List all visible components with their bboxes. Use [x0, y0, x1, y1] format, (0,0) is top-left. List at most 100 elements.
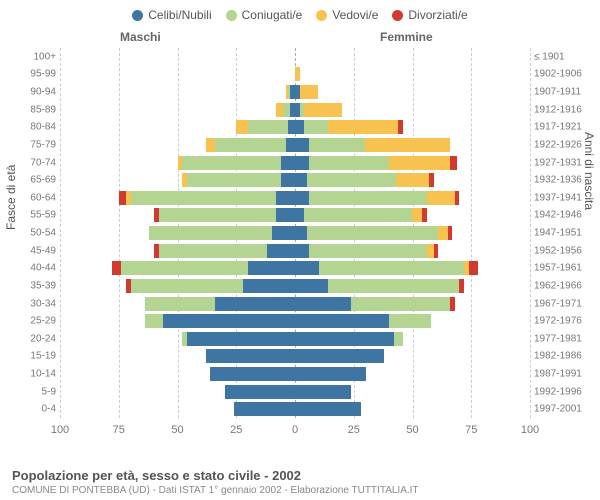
pyramid-row: 45-491952-1956 [60, 242, 530, 260]
birth-label: 1982-1986 [534, 351, 592, 362]
age-label: 85-89 [12, 104, 56, 115]
bar-male [206, 349, 295, 363]
bar-segment-single [281, 173, 295, 187]
bar-female [295, 120, 403, 134]
pyramid-row: 80-841917-1921 [60, 119, 530, 137]
bar-segment-widowed [389, 156, 450, 170]
age-label: 25-29 [12, 316, 56, 327]
bar-male [149, 226, 295, 240]
x-tick-label: 25 [230, 424, 242, 436]
bar-female [295, 67, 300, 81]
age-label: 15-19 [12, 351, 56, 362]
pyramid-rows: 100+≤ 190195-991902-190690-941907-191185… [60, 48, 530, 418]
bar-segment-single [295, 244, 309, 258]
bar-segment-widowed [412, 208, 421, 222]
pyramid-row: 40-441957-1961 [60, 260, 530, 278]
bar-segment-married [145, 297, 216, 311]
birth-label: 1942-1946 [534, 210, 592, 221]
bar-female [295, 349, 384, 363]
bar-female [295, 332, 403, 346]
age-label: 5-9 [12, 386, 56, 397]
bar-segment-single [276, 191, 295, 205]
bar-segment-divorced [119, 191, 126, 205]
bar-segment-widowed [328, 120, 399, 134]
bar-female [295, 367, 366, 381]
birth-label: 1997-2001 [534, 404, 592, 415]
bar-segment-single [295, 226, 307, 240]
bar-segment-single [295, 156, 309, 170]
age-label: 10-14 [12, 369, 56, 380]
x-tick-label: 25 [348, 424, 360, 436]
bar-female [295, 208, 427, 222]
birth-label: 1902-1906 [534, 69, 592, 80]
bar-segment-single [225, 385, 296, 399]
chart-subtitle: COMUNE DI PONTEBBA (UD) - Dati ISTAT 1° … [12, 485, 588, 496]
bar-segment-married [309, 156, 389, 170]
chart-title: Popolazione per età, sesso e stato civil… [12, 468, 588, 483]
bar-segment-single [272, 226, 296, 240]
birth-label: 1987-1991 [534, 369, 592, 380]
bar-segment-divorced [450, 297, 455, 311]
bar-segment-single [286, 138, 295, 152]
birth-label: 1972-1976 [534, 316, 592, 327]
bar-male [234, 402, 295, 416]
bar-segment-divorced [469, 261, 478, 275]
pyramid-row: 75-791922-1926 [60, 136, 530, 154]
bar-segment-widowed [427, 191, 455, 205]
gender-female-label: Femmine [380, 30, 433, 44]
age-label: 50-54 [12, 228, 56, 239]
bar-segment-single [267, 244, 295, 258]
bar-segment-single [295, 191, 309, 205]
bar-segment-single [295, 385, 351, 399]
legend-label: Divorziati/e [408, 8, 467, 22]
x-tick-label: 100 [51, 424, 69, 436]
bar-segment-single [206, 349, 295, 363]
bar-segment-married [187, 173, 281, 187]
bar-segment-widowed [304, 103, 342, 117]
age-label: 35-39 [12, 280, 56, 291]
legend-swatch [392, 10, 403, 21]
x-tick-label: 0 [292, 424, 298, 436]
bar-segment-single [295, 279, 328, 293]
bar-segment-single [281, 156, 295, 170]
x-tick-label: 75 [113, 424, 125, 436]
legend-swatch [132, 10, 143, 21]
bar-segment-widowed [206, 138, 215, 152]
bar-segment-married [309, 191, 427, 205]
bar-segment-married [121, 261, 248, 275]
bar-female [295, 244, 438, 258]
bar-male [119, 191, 295, 205]
bar-segment-married [131, 279, 244, 293]
bar-male [182, 173, 295, 187]
bar-male [145, 297, 295, 311]
bar-segment-single [234, 402, 295, 416]
bar-segment-married [319, 261, 465, 275]
bar-segment-single [295, 120, 304, 134]
bar-segment-married [149, 226, 271, 240]
bar-segment-married [351, 297, 450, 311]
bar-segment-single [248, 261, 295, 275]
x-axis: 1007550250255075100 [60, 418, 530, 436]
x-tick-label: 50 [171, 424, 183, 436]
bar-segment-married [309, 244, 427, 258]
bar-segment-married [159, 208, 277, 222]
pyramid-row: 95-991902-1906 [60, 66, 530, 84]
bar-segment-divorced [422, 208, 427, 222]
birth-label: 1917-1921 [534, 122, 592, 133]
bar-segment-single [187, 332, 295, 346]
birth-label: 1932-1936 [534, 175, 592, 186]
chart-container: Celibi/NubiliConiugati/eVedovi/eDivorzia… [0, 0, 600, 500]
bar-male [286, 85, 295, 99]
bar-segment-divorced [398, 120, 403, 134]
bar-male [145, 314, 295, 328]
birth-label: ≤ 1901 [534, 51, 592, 62]
bar-segment-single [295, 173, 307, 187]
bar-male [182, 332, 295, 346]
bar-segment-single [163, 314, 295, 328]
bar-female [295, 138, 450, 152]
birth-label: 1912-1916 [534, 104, 592, 115]
birth-label: 1977-1981 [534, 333, 592, 344]
age-label: 65-69 [12, 175, 56, 186]
bar-segment-married [248, 120, 288, 134]
bar-segment-divorced [450, 156, 457, 170]
